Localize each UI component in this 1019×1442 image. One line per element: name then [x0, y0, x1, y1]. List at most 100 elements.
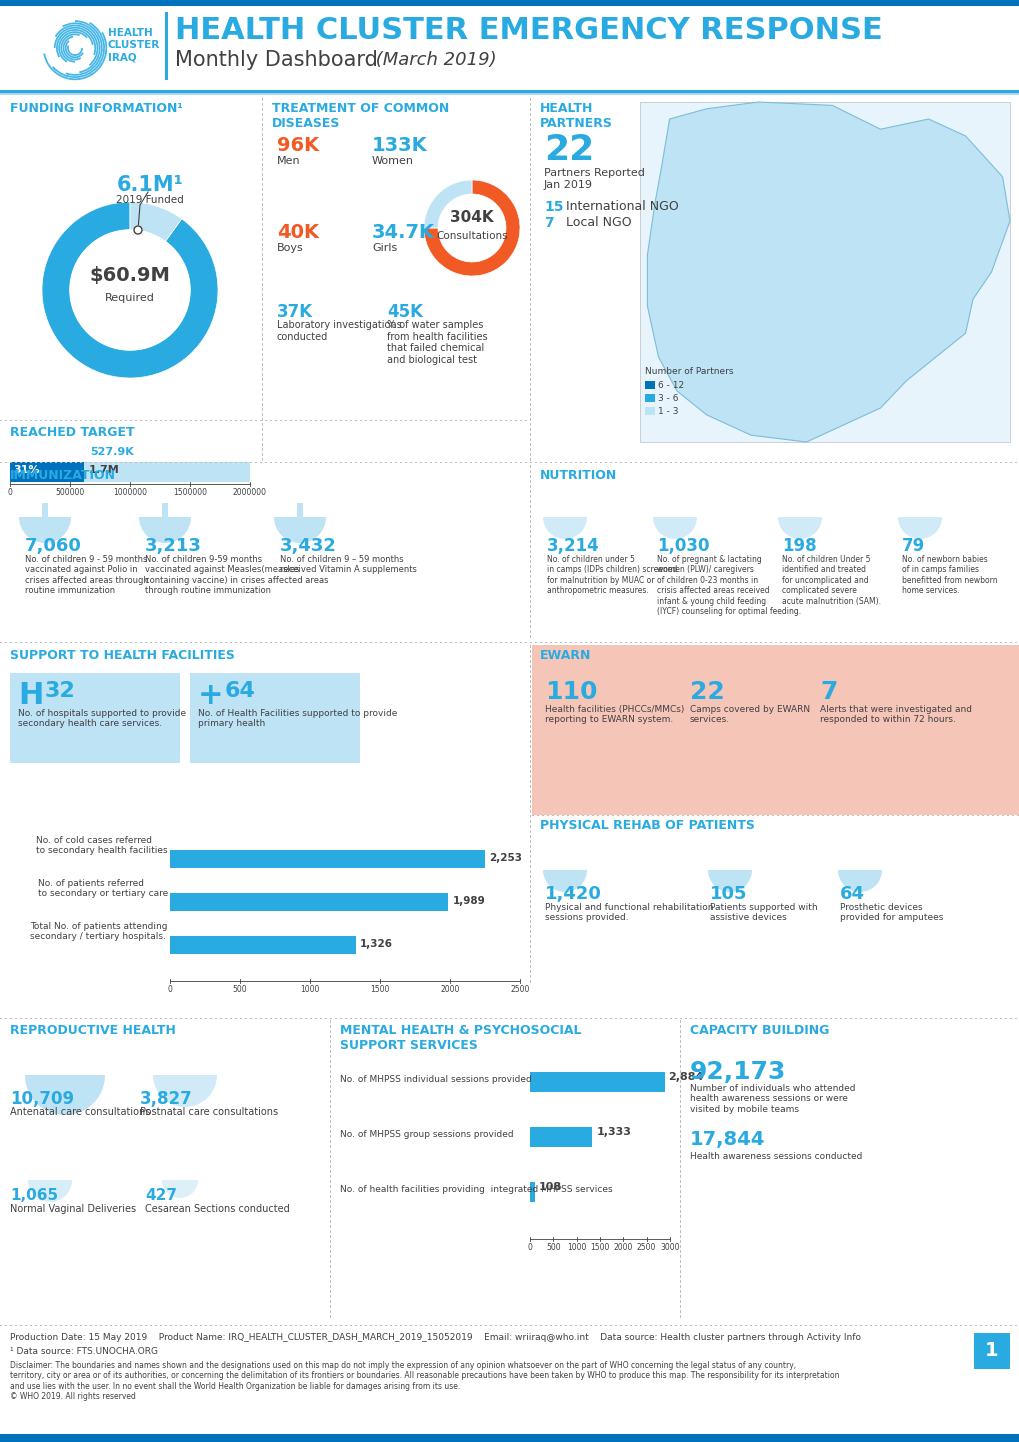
Text: 304K: 304K — [449, 211, 493, 225]
Text: 1500: 1500 — [590, 1243, 609, 1252]
Text: 1,065: 1,065 — [10, 1188, 58, 1203]
Wedge shape — [274, 518, 326, 544]
Bar — [162, 503, 168, 518]
Text: HEALTH
PARTNERS: HEALTH PARTNERS — [539, 102, 612, 130]
Wedge shape — [65, 20, 103, 76]
Bar — [0, 6, 1019, 89]
Text: No. of newborn babies
of in camps families
benefitted from newborn
home services: No. of newborn babies of in camps famili… — [901, 555, 997, 596]
Bar — [170, 849, 485, 868]
Text: Required: Required — [105, 293, 155, 303]
Text: 40K: 40K — [277, 224, 319, 242]
Text: Alerts that were investigated and
responded to within 72 hours.: Alerts that were investigated and respon… — [819, 705, 971, 724]
Text: Prosthetic devices
provided for amputees: Prosthetic devices provided for amputees — [840, 903, 943, 923]
Text: Men: Men — [277, 156, 301, 166]
Text: 0: 0 — [167, 985, 172, 994]
Text: Number of individuals who attended
health awareness sessions or were
visited by : Number of individuals who attended healt… — [689, 1084, 855, 1113]
Text: REACHED TARGET: REACHED TARGET — [10, 425, 135, 438]
Wedge shape — [542, 518, 586, 539]
Text: MENTAL HEALTH & PSYCHOSOCIAL
SUPPORT SERVICES: MENTAL HEALTH & PSYCHOSOCIAL SUPPORT SER… — [339, 1024, 581, 1053]
Wedge shape — [897, 518, 942, 539]
Text: 1,420: 1,420 — [544, 885, 601, 903]
Text: No. of pregnant & lactating
women (PLW)/ caregivers
of children 0-23 months in
c: No. of pregnant & lactating women (PLW)/… — [656, 555, 800, 616]
Text: Laboratory investigations
conducted: Laboratory investigations conducted — [277, 320, 401, 342]
Text: 17,844: 17,844 — [689, 1131, 764, 1149]
Text: Monthly Dashboard: Monthly Dashboard — [175, 50, 377, 71]
Wedge shape — [60, 33, 79, 62]
Text: 1,989: 1,989 — [452, 895, 485, 906]
Wedge shape — [25, 1074, 105, 1115]
Text: Health awareness sessions conducted: Health awareness sessions conducted — [689, 1152, 861, 1161]
Text: 31%: 31% — [13, 464, 40, 474]
Wedge shape — [58, 32, 88, 62]
Text: Health facilities (PHCCs/MMCs)
reporting to EWARN system.: Health facilities (PHCCs/MMCs) reporting… — [544, 705, 684, 724]
Text: No. of children under 5
in camps (IDPs children) screened
for malnutrition by MU: No. of children under 5 in camps (IDPs c… — [546, 555, 677, 596]
Text: Boys: Boys — [277, 244, 304, 252]
Text: 7: 7 — [819, 681, 837, 704]
Text: 500: 500 — [232, 985, 247, 994]
Text: 3000: 3000 — [659, 1243, 679, 1252]
Text: +: + — [198, 681, 223, 709]
Text: 2500: 2500 — [510, 985, 529, 994]
Text: 500: 500 — [545, 1243, 560, 1252]
Bar — [0, 0, 1019, 6]
Text: 3,214: 3,214 — [546, 536, 599, 555]
Bar — [530, 1071, 664, 1092]
Text: 34.7K: 34.7K — [372, 224, 434, 242]
Text: No. of MHPSS individual sessions provided: No. of MHPSS individual sessions provide… — [339, 1074, 531, 1084]
Wedge shape — [52, 22, 105, 78]
Text: 2000: 2000 — [613, 1243, 633, 1252]
Text: 1,030: 1,030 — [656, 536, 709, 555]
Text: 2,884: 2,884 — [667, 1071, 703, 1082]
Wedge shape — [43, 32, 107, 81]
Wedge shape — [55, 25, 98, 66]
Text: Antenatal care consultations: Antenatal care consultations — [10, 1107, 150, 1118]
Text: IMMUNIZATION: IMMUNIZATION — [10, 469, 116, 482]
Wedge shape — [62, 23, 101, 74]
Wedge shape — [707, 870, 751, 893]
Text: (March 2019): (March 2019) — [370, 50, 496, 69]
Text: 1,326: 1,326 — [360, 939, 392, 949]
Text: No. of children Under 5
identified and treated
for uncomplicated and
complicated: No. of children Under 5 identified and t… — [782, 555, 880, 606]
Bar — [10, 461, 250, 482]
Wedge shape — [424, 180, 472, 228]
Text: 3,432: 3,432 — [280, 536, 336, 555]
Text: No. of health facilities providing  integrated MHPSS services: No. of health facilities providing integ… — [339, 1185, 612, 1194]
Text: No. of hospitals supported to provide
secondary health care services.: No. of hospitals supported to provide se… — [18, 709, 185, 728]
Wedge shape — [67, 45, 83, 56]
Text: 32: 32 — [45, 681, 75, 701]
Text: 3,827: 3,827 — [140, 1090, 193, 1107]
Text: % of water samples
from health facilities
that failed chemical
and biological te: % of water samples from health facilitie… — [386, 320, 487, 365]
Text: Total No. of patients attending
secondary / tertiary hospitals.: Total No. of patients attending secondar… — [31, 921, 168, 942]
Text: PHYSICAL REHAB OF PATIENTS: PHYSICAL REHAB OF PATIENTS — [539, 819, 754, 832]
Wedge shape — [129, 202, 181, 241]
Text: No. of MHPSS group sessions provided: No. of MHPSS group sessions provided — [339, 1131, 514, 1139]
Text: 2000000: 2000000 — [232, 487, 267, 497]
Text: Women: Women — [372, 156, 414, 166]
Text: Consultations: Consultations — [436, 231, 507, 241]
Text: 64: 64 — [225, 681, 256, 701]
Text: 64: 64 — [840, 885, 864, 903]
Text: 96K: 96K — [277, 136, 319, 154]
Text: 108: 108 — [538, 1182, 561, 1193]
Text: 133K: 133K — [372, 136, 427, 154]
Wedge shape — [139, 518, 191, 544]
Text: Physical and functional rehabilitation
sessions provided.: Physical and functional rehabilitation s… — [544, 903, 713, 923]
Text: 1: 1 — [984, 1341, 998, 1360]
Bar — [639, 102, 1009, 443]
Text: 105: 105 — [709, 885, 747, 903]
Bar — [532, 815, 1019, 970]
Text: 0: 0 — [527, 1243, 532, 1252]
Bar — [639, 102, 1009, 443]
Text: Normal Vaginal Deliveries: Normal Vaginal Deliveries — [10, 1204, 136, 1214]
Bar — [0, 92, 1019, 95]
Text: Number of Partners: Number of Partners — [644, 368, 733, 376]
Bar — [530, 1182, 535, 1203]
Text: H: H — [18, 681, 44, 709]
Text: No. of patients referred
to secondary or tertiary care: No. of patients referred to secondary or… — [38, 880, 168, 898]
Bar — [532, 645, 1019, 815]
Text: 3,213: 3,213 — [145, 536, 202, 555]
Circle shape — [133, 226, 142, 234]
Bar — [10, 673, 179, 763]
Text: No. of children 9 – 59 months
received Vitamin A supplements: No. of children 9 – 59 months received V… — [280, 555, 417, 574]
Text: 10,709: 10,709 — [10, 1090, 74, 1107]
